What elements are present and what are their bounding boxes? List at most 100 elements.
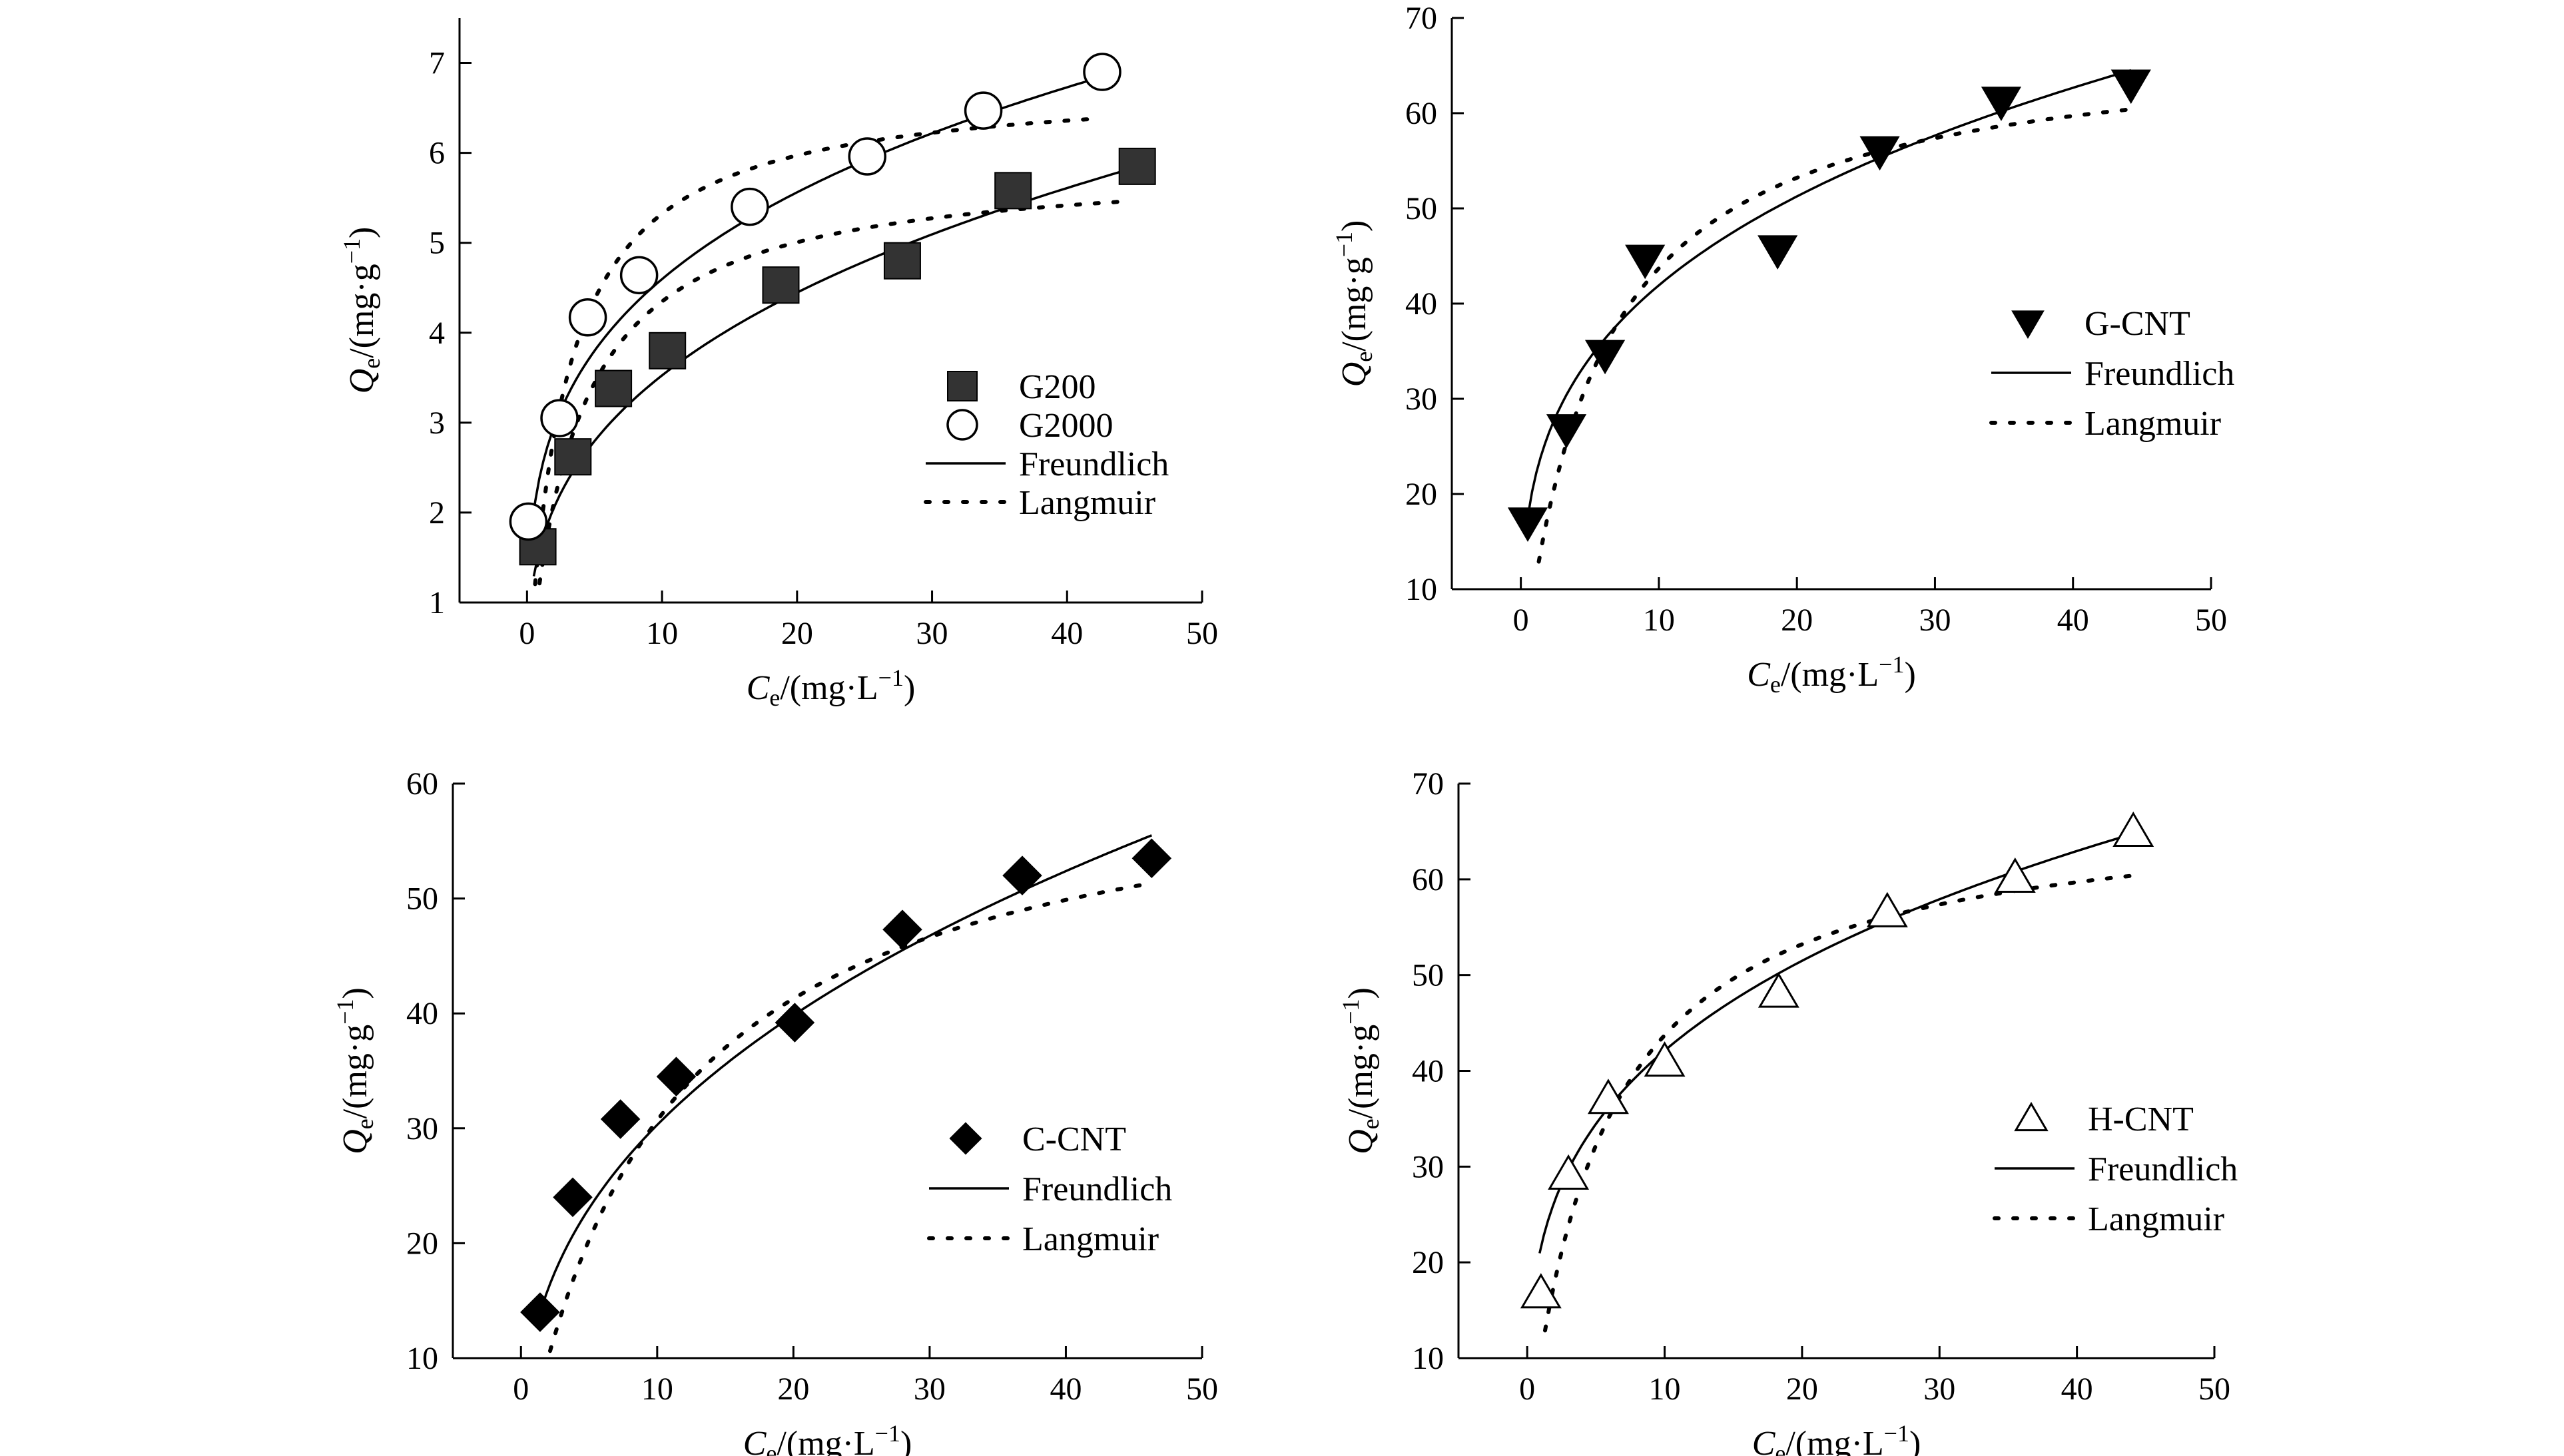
y-tick-label: 70 bbox=[1405, 1, 1437, 36]
legend: C-CNT Freundlich Langmuir bbox=[927, 1120, 1172, 1258]
data-point-c-cnt bbox=[775, 1003, 815, 1043]
y-tick-label: 30 bbox=[406, 1111, 438, 1146]
legend: G-CNT Freundlich Langmuir bbox=[1989, 305, 2234, 443]
x-tick-label: 0 bbox=[1513, 603, 1529, 638]
data-point-c-cnt bbox=[553, 1177, 593, 1218]
x-tick-label: 0 bbox=[1519, 1371, 1535, 1407]
y-axis-label: Qe/(mg·g−1) bbox=[1337, 987, 1384, 1154]
langmuir-fit-line-g-cnt bbox=[1536, 107, 2130, 564]
y-tick-label: 20 bbox=[1405, 477, 1437, 512]
y-tick-label: 40 bbox=[1412, 1054, 1444, 1089]
y-tick-label: 70 bbox=[1412, 766, 1444, 802]
x-tick-label: 40 bbox=[2057, 603, 2089, 638]
legend-marker-h-cnt bbox=[2014, 1102, 2049, 1132]
x-tick-label: 20 bbox=[777, 1371, 809, 1407]
data-point-g2000 bbox=[509, 502, 548, 541]
y-tick-label: 60 bbox=[406, 766, 438, 802]
data-point-g-cnt bbox=[2110, 69, 2151, 105]
y-tick-label: 40 bbox=[1405, 286, 1437, 322]
y-axis-label: Qe/(mg·g−1) bbox=[332, 987, 378, 1154]
x-tick-label: 30 bbox=[1923, 1371, 1955, 1407]
legend-marker-g-cnt bbox=[2011, 310, 2045, 339]
data-point-g-cnt bbox=[1507, 507, 1548, 542]
chart-panel-top-left: 0 10 20 30 40 50 1 2 3 4 5 6 7 Ce/(mg·L−1) Qe/(mg·g−1)… bbox=[338, 18, 1218, 711]
data-point-g-cnt bbox=[1758, 235, 1798, 270]
y-tick-label: 40 bbox=[406, 996, 438, 1031]
data-point-c-cnt bbox=[1002, 855, 1042, 895]
data-point-h-cnt bbox=[1520, 1273, 1562, 1309]
legend-label: Freundlich bbox=[1019, 445, 1169, 483]
data-point-g200 bbox=[1118, 147, 1156, 185]
x-tick-label: 50 bbox=[2198, 1371, 2230, 1407]
y-tick-label: 60 bbox=[1405, 96, 1437, 131]
legend-label: H-CNT bbox=[2088, 1100, 2194, 1138]
legend-label: Freundlich bbox=[1022, 1170, 1172, 1208]
legend-label: Freundlich bbox=[2088, 1150, 2238, 1188]
data-point-g-cnt bbox=[1859, 136, 1900, 171]
chart-panel-top-right: 0 10 20 30 40 50 10 20 30 40 50 60 70 Ce/(mg·L−1) Qe/(… bbox=[1331, 1, 2234, 698]
x-tick-label: 30 bbox=[916, 616, 948, 651]
freundlich-fit-line-g200 bbox=[532, 166, 1138, 577]
x-tick-label: 40 bbox=[1051, 616, 1083, 651]
data-point-c-cnt bbox=[600, 1099, 641, 1139]
data-point-g2000 bbox=[964, 91, 1003, 130]
y-tick-label: 7 bbox=[429, 46, 445, 81]
legend-label: Langmuir bbox=[2088, 1200, 2224, 1238]
data-point-g2000 bbox=[568, 298, 607, 337]
x-axis-label: Ce/(mg·L−1) bbox=[1752, 1420, 1921, 1456]
x-axis-label: Ce/(mg·L−1) bbox=[747, 664, 916, 711]
data-point-h-cnt bbox=[1994, 857, 2036, 893]
data-point-h-cnt bbox=[1644, 1041, 1686, 1077]
langmuir-fit-line-h-cnt bbox=[1543, 873, 2134, 1333]
y-tick-label: 10 bbox=[1412, 1341, 1444, 1376]
legend-label: Freundlich bbox=[2084, 355, 2234, 393]
freundlich-fit-line-g-cnt bbox=[1526, 69, 2132, 517]
legend-label: G2000 bbox=[1019, 407, 1114, 445]
x-tick-label: 30 bbox=[1919, 603, 1951, 638]
data-point-g200 bbox=[554, 438, 592, 476]
y-tick-label: 6 bbox=[429, 136, 445, 171]
freundlich-fit-line-g2000 bbox=[529, 75, 1103, 535]
x-tick-label: 20 bbox=[1786, 1371, 1818, 1407]
data-point-g200 bbox=[883, 242, 921, 280]
data-point-g2000 bbox=[848, 137, 886, 176]
data-point-h-cnt bbox=[1758, 972, 1799, 1008]
x-tick-label: 20 bbox=[1781, 603, 1813, 638]
legend-marker-g200 bbox=[947, 371, 978, 401]
data-point-h-cnt bbox=[1548, 1154, 1590, 1190]
y-axis-label: Qe/(mg·g−1) bbox=[338, 227, 385, 394]
y-tick-label: 60 bbox=[1412, 862, 1444, 897]
x-tick-label: 30 bbox=[914, 1371, 946, 1407]
x-tick-label: 0 bbox=[519, 616, 535, 651]
data-point-g-cnt bbox=[1546, 414, 1587, 449]
x-tick-label: 40 bbox=[1050, 1371, 1082, 1407]
legend-marker-c-cnt bbox=[949, 1122, 982, 1155]
x-tick-label: 50 bbox=[2195, 603, 2227, 638]
y-tick-label: 10 bbox=[406, 1341, 438, 1376]
data-point-g2000 bbox=[619, 256, 659, 295]
legend-label: G-CNT bbox=[2084, 305, 2190, 343]
y-tick-label: 2 bbox=[429, 495, 445, 531]
data-point-h-cnt bbox=[1587, 1079, 1629, 1114]
y-tick-label: 4 bbox=[429, 316, 445, 351]
langmuir-fit-line-g2000 bbox=[533, 117, 1096, 587]
y-tick-label: 50 bbox=[406, 881, 438, 917]
legend-label: Langmuir bbox=[2084, 405, 2221, 443]
x-tick-label: 10 bbox=[1643, 603, 1675, 638]
data-point-c-cnt bbox=[882, 909, 922, 949]
data-point-h-cnt bbox=[1866, 891, 1908, 927]
legend-label: C-CNT bbox=[1022, 1120, 1126, 1158]
y-axis-label: Qe/(mg·g−1) bbox=[1331, 220, 1377, 387]
x-tick-label: 0 bbox=[513, 1371, 529, 1407]
y-tick-label: 20 bbox=[406, 1226, 438, 1261]
x-tick-label: 50 bbox=[1186, 616, 1218, 651]
data-point-g2000 bbox=[540, 399, 579, 437]
data-point-g200 bbox=[649, 332, 687, 369]
y-tick-label: 10 bbox=[1405, 572, 1437, 607]
y-tick-label: 50 bbox=[1405, 191, 1437, 226]
data-point-g2000 bbox=[1083, 53, 1122, 91]
y-tick-label: 20 bbox=[1412, 1245, 1444, 1280]
x-tick-label: 10 bbox=[641, 1371, 673, 1407]
